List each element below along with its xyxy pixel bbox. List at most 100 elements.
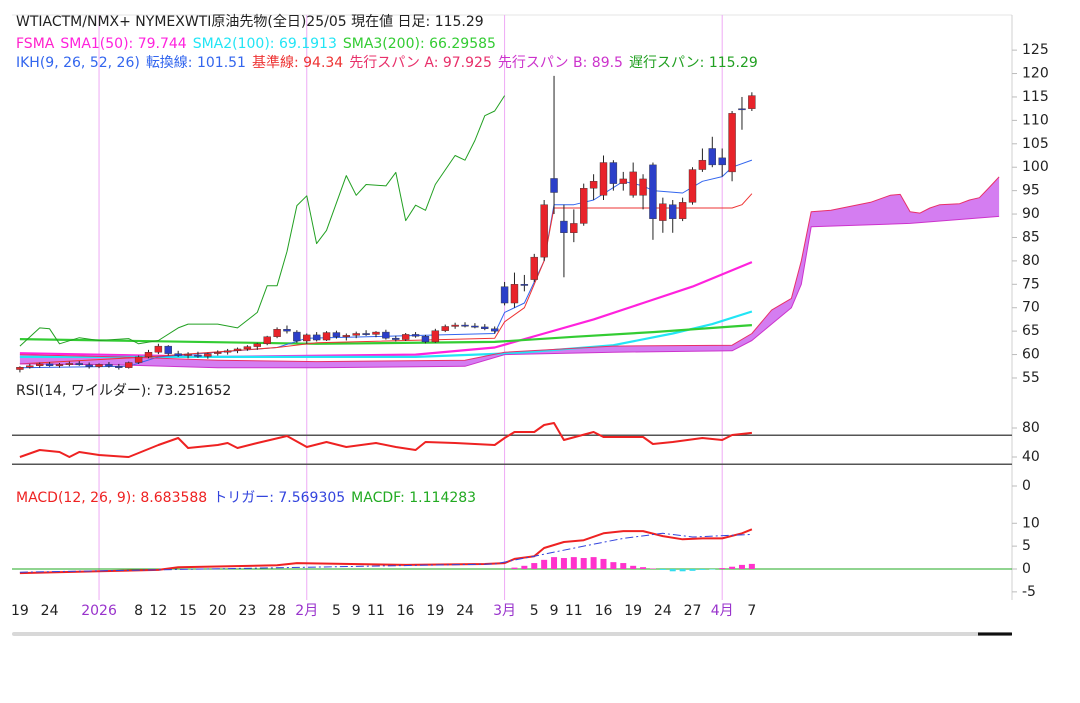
x-tick-label: 3月: [493, 603, 516, 619]
candle-body: [115, 366, 123, 368]
candle-body: [352, 333, 360, 336]
candle-body: [55, 364, 64, 366]
y-tick-label: 75: [1022, 276, 1040, 292]
candle-body: [164, 345, 172, 354]
candle-body: [362, 333, 370, 335]
x-tick-label: 19: [11, 603, 29, 619]
candle-body: [293, 331, 301, 342]
candle-body: [273, 329, 281, 337]
candle-body: [560, 220, 568, 233]
y-tick-label: 0: [1022, 561, 1031, 577]
candle-body: [580, 188, 588, 224]
line-series: [19, 422, 753, 458]
histogram-bar: [580, 558, 587, 569]
y-tick-label: 115: [1022, 89, 1049, 105]
x-tick-label: 11: [367, 603, 385, 619]
y-tick-label: 55: [1022, 370, 1040, 386]
candle-body: [253, 343, 262, 347]
candle-body: [105, 364, 113, 367]
legend-entry: FSMA: [16, 36, 55, 52]
histogram-bar: [640, 567, 647, 569]
candle-body: [26, 365, 34, 368]
candle-body: [35, 363, 44, 366]
candle-body: [748, 95, 756, 109]
legend-entry: SMA2(100): 69.1913: [193, 36, 337, 52]
candle-body: [263, 336, 271, 344]
candle-body: [75, 363, 83, 366]
y-tick-label: 80: [1022, 253, 1040, 269]
candle-body: [688, 169, 697, 203]
legend: FSMA SMA1(50): 79.744 SMA2(100): 69.1913 SM…: [16, 36, 496, 52]
candle-body: [342, 335, 351, 337]
x-tick-label: 28: [268, 603, 286, 619]
x-tick-label: 19: [426, 603, 444, 619]
candle-body: [233, 348, 242, 352]
y-tick-label: 70: [1022, 300, 1040, 316]
histogram-bar: [541, 559, 548, 569]
histogram-bar: [531, 563, 538, 569]
histogram-bar: [699, 569, 706, 570]
candle-body: [609, 162, 618, 184]
y-tick-label: 100: [1022, 159, 1049, 175]
candle-body: [649, 164, 657, 219]
line-series: [19, 532, 752, 573]
line-series: [19, 95, 506, 347]
candle-body: [570, 223, 578, 233]
candle-body: [728, 113, 736, 173]
x-tick-label: 24: [41, 603, 59, 619]
y-tick-label: 90: [1022, 206, 1040, 222]
candle-body: [639, 178, 647, 196]
histogram-bar: [521, 565, 528, 569]
candle-body: [45, 363, 54, 366]
candle-body: [629, 171, 637, 196]
y-tick-label: -5: [1022, 584, 1036, 600]
legend-entry: MACD(12, 26, 9): 8.683588: [16, 490, 207, 506]
x-tick-label: 5: [530, 603, 539, 619]
x-tick-label: 24: [654, 603, 672, 619]
y-tick-label: 5: [1022, 538, 1031, 554]
x-tick-label: 16: [595, 603, 613, 619]
y-tick-label: 95: [1022, 183, 1040, 199]
legend-entry: IKH(9, 26, 52, 26): [16, 55, 140, 71]
histogram-bar: [600, 558, 607, 569]
candle-body: [540, 204, 548, 258]
candle-body: [194, 354, 202, 357]
x-tick-label: 15: [179, 603, 197, 619]
histogram-bar: [570, 557, 577, 569]
candle-body: [421, 336, 430, 343]
candle-body: [154, 345, 163, 353]
candle-body: [589, 181, 598, 189]
legend: MACD(12, 26, 9): 8.683588 トリガー: 7.569305 M…: [16, 490, 476, 506]
candle-body: [490, 328, 499, 332]
candle-body: [85, 364, 93, 367]
candle-body: [599, 162, 608, 196]
histogram-bar: [620, 563, 627, 569]
candle-body: [95, 364, 103, 367]
line-series: [19, 528, 753, 575]
histogram-bar: [659, 569, 666, 570]
candle-body: [659, 203, 667, 221]
x-tick-label: 20: [209, 603, 227, 619]
histogram-bar: [551, 557, 558, 569]
y-tick-label: 10: [1022, 515, 1040, 531]
candle-body: [204, 353, 212, 357]
candle-body: [283, 329, 291, 332]
candle-body: [372, 331, 380, 335]
candle-body: [698, 159, 707, 170]
candle-body: [332, 332, 341, 337]
x-tick-label: 19: [624, 603, 642, 619]
candle-body: [401, 334, 410, 340]
candle-body: [461, 324, 469, 327]
legend-entry: SMA1(50): 79.744: [60, 36, 186, 52]
candle-body: [174, 353, 182, 356]
candle-body: [322, 332, 331, 341]
histogram-bar: [560, 558, 567, 569]
x-tick-label: 4月: [711, 603, 734, 619]
x-tick-label: 2026: [81, 603, 117, 619]
line-series: [19, 193, 753, 365]
candle-body: [243, 346, 252, 350]
candle-body: [184, 353, 192, 356]
candle-body: [303, 334, 311, 342]
